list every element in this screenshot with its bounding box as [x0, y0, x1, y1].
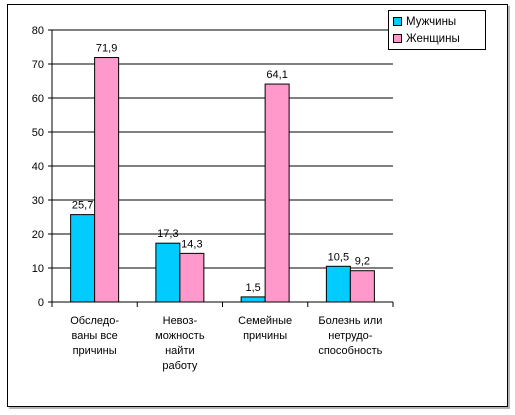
data-label: 64,1: [266, 69, 287, 81]
y-tick-label: 80: [32, 25, 44, 37]
y-tick-label: 30: [32, 195, 44, 207]
chart-frame: [7, 4, 508, 407]
bar: [325, 265, 351, 303]
x-tick-label: Семейные: [238, 315, 292, 327]
y-tick-label: 50: [32, 127, 44, 139]
x-tick-label: ваны все: [72, 330, 118, 342]
legend: Мужчины Женщины: [388, 10, 486, 50]
bar: [70, 214, 96, 303]
x-tick-label: Невоз-: [163, 315, 198, 327]
x-tick-label: причины: [73, 345, 117, 357]
bar: [94, 57, 120, 303]
y-tick-label: 10: [32, 263, 44, 275]
data-label: 9,2: [355, 256, 370, 268]
x-tick-label: Болезнь или: [318, 315, 382, 327]
y-tick-label: 20: [32, 229, 44, 241]
x-tick-label: нетрудо-: [328, 330, 373, 342]
bar: [240, 296, 266, 303]
y-tick-label: 40: [32, 161, 44, 173]
x-tick-label: можность: [155, 330, 205, 342]
legend-item-men: Мужчины: [393, 13, 481, 30]
data-label: 17,3: [157, 228, 178, 240]
data-label: 14,3: [181, 238, 202, 250]
data-label: 10,5: [328, 251, 349, 263]
legend-swatch-women: [393, 34, 402, 43]
y-tick-label: 0: [38, 297, 44, 309]
y-tick-label: 60: [32, 93, 44, 105]
x-tick-label: способность: [318, 345, 382, 357]
x-tick-label: работу: [162, 360, 198, 372]
bar: [264, 83, 290, 303]
legend-item-women: Женщины: [393, 30, 481, 47]
x-tick-label: причины: [243, 330, 287, 342]
data-label: 71,9: [96, 43, 117, 55]
legend-label-women: Женщины: [406, 32, 460, 45]
x-tick-label: Обследо-: [70, 315, 119, 327]
bar: [349, 270, 375, 303]
legend-swatch-men: [393, 17, 402, 26]
legend-label-men: Мужчины: [406, 15, 457, 28]
bar: [155, 242, 181, 303]
data-label: 1,5: [245, 282, 260, 294]
x-tick-label: найти: [165, 345, 195, 357]
y-tick-label: 70: [32, 59, 44, 71]
bar: [179, 252, 205, 303]
data-label: 25,7: [72, 200, 93, 212]
